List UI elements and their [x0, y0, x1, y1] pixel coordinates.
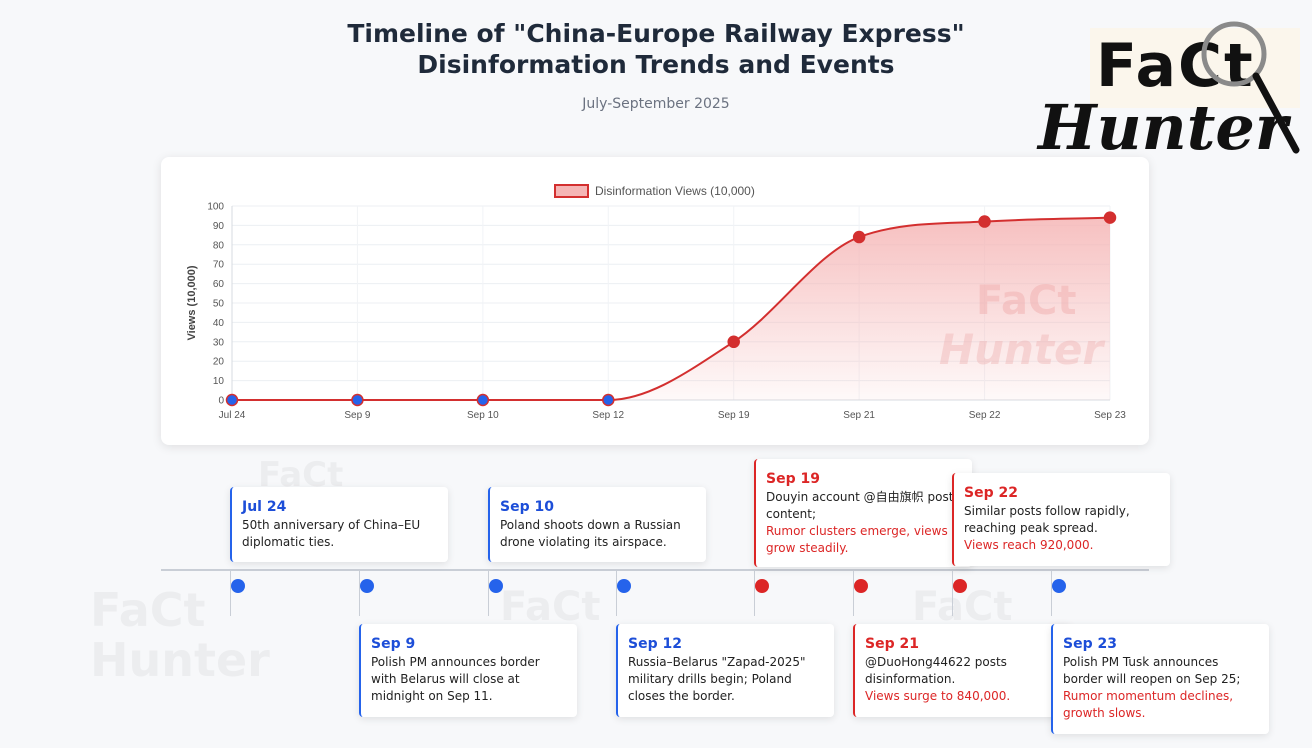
timeline-dot — [953, 579, 967, 593]
data-point — [225, 393, 239, 407]
fact-hunter-logo: FaCt Hunter — [1036, 14, 1300, 172]
event-description: @DuoHong44622 posts disinformation. — [865, 655, 1007, 686]
timeline-event-card: Sep 23 Polish PM Tusk announces border wi… — [1051, 624, 1269, 734]
event-date: Sep 10 — [500, 499, 554, 515]
data-point — [1103, 211, 1117, 224]
event-description: Polish PM announces border with Belarus … — [371, 655, 540, 703]
data-point — [351, 393, 364, 407]
timeline-dot — [360, 579, 374, 593]
event-date: Sep 21 — [865, 636, 919, 652]
timeline-event-card: Sep 21 @DuoHong44622 posts disinformation… — [853, 624, 1071, 717]
x-tick-label: Sep 19 — [718, 410, 750, 421]
timeline-connector — [230, 571, 231, 616]
event-description: 50th anniversary of China–EU diplomatic … — [242, 518, 421, 549]
bg-watermark: FaCt Hunter — [90, 583, 270, 687]
data-point — [852, 230, 866, 244]
x-tick-label: Sep 21 — [843, 410, 875, 421]
x-tick-label: Sep 12 — [592, 410, 624, 421]
timeline-connector — [488, 571, 489, 616]
timeline-connector — [1051, 571, 1052, 616]
series-line — [232, 216, 1111, 402]
timeline-axis — [161, 569, 1149, 571]
logo-hunter-text: Hunter — [1038, 91, 1288, 164]
legend-swatch — [554, 184, 589, 198]
timeline-connector — [853, 571, 854, 616]
logo-fact-text: FaCt — [1096, 31, 1255, 101]
y-tick-label: 90 — [213, 221, 225, 232]
y-tick-label: 50 — [213, 299, 225, 310]
event-date: Sep 23 — [1063, 636, 1117, 652]
x-tick-label: Sep 9 — [344, 410, 371, 421]
y-tick-label: 60 — [213, 279, 225, 290]
timeline-connector — [616, 571, 617, 616]
x-tick-label: Sep 22 — [969, 410, 1001, 421]
event-date: Jul 24 — [242, 499, 287, 515]
event-note: Views reach 920,000. — [964, 538, 1094, 552]
event-description: Poland shoots down a Russian drone viola… — [500, 518, 681, 549]
chart-card: 0 10 20 30 40 50 60 70 80 90 100 Jul 24 Sep 9 Sep 10 S… — [161, 157, 1149, 445]
views-line-chart: 0 10 20 30 40 50 60 70 80 90 100 Jul 24 Sep 9 Sep 10 S… — [186, 184, 1126, 421]
timeline-connector — [359, 571, 360, 616]
data-point — [978, 215, 991, 228]
timeline-event-card: Sep 10 Poland shoots down a Russian drone… — [488, 487, 706, 562]
event-date: Sep 22 — [964, 485, 1018, 501]
page-title: Timeline of "China-Europe Railway Expres… — [347, 19, 965, 79]
page-subtitle: July-September 2025 — [582, 96, 730, 112]
timeline-dot — [489, 579, 503, 593]
y-tick-label: 80 — [213, 240, 225, 251]
event-date: Sep 19 — [766, 471, 820, 487]
timeline-connector — [952, 571, 953, 616]
event-date: Sep 12 — [628, 636, 682, 652]
timeline-event-card: Sep 12 Russia–Belarus "Zapad-2025" milita… — [616, 624, 834, 717]
series-area — [232, 217, 1110, 400]
bg-watermark: FaCt — [500, 584, 601, 630]
x-tick-label: Jul 24 — [219, 410, 246, 421]
timeline-dot — [617, 579, 631, 593]
timeline-event-card: Sep 22 Similar posts follow rapidly, reac… — [952, 473, 1170, 566]
timeline-connector — [754, 571, 755, 616]
event-description: Polish PM Tusk announces border will reo… — [1063, 655, 1241, 686]
timeline-dot — [1052, 579, 1066, 593]
data-point — [476, 393, 490, 407]
y-tick-label: 30 — [213, 337, 225, 348]
y-tick-label: 0 — [218, 396, 224, 407]
x-tick-label: Sep 23 — [1094, 410, 1126, 421]
data-point — [602, 393, 615, 407]
magnifier-icon — [1201, 21, 1300, 154]
y-tick-label: 100 — [207, 202, 224, 213]
timeline-event-card: Sep 9 Polish PM announces border with Bel… — [359, 624, 577, 717]
y-tick-label: 10 — [213, 376, 225, 387]
data-point — [727, 335, 740, 349]
event-description: Similar posts follow rapidly, reaching p… — [964, 504, 1130, 535]
event-description: Douyin account @自由旗帜 posts content; — [766, 490, 960, 521]
timeline-dot — [755, 579, 769, 593]
timeline-event-card: Jul 24 50th anniversary of China–EU diplo… — [230, 487, 448, 562]
y-axis-title: Views (10,000) — [186, 265, 198, 340]
timeline-event-card: Sep 19 Douyin account @自由旗帜 posts content… — [754, 459, 972, 567]
event-note: Views surge to 840,000. — [865, 689, 1011, 703]
y-tick-label: 40 — [213, 318, 225, 329]
event-note: Rumor clusters emerge, views grow steadi… — [766, 524, 948, 555]
timeline-dot — [231, 579, 245, 593]
timeline-dot — [854, 579, 868, 593]
event-description: Russia–Belarus "Zapad-2025" military dri… — [628, 655, 806, 703]
y-tick-label: 70 — [213, 260, 225, 271]
x-tick-label: Sep 10 — [467, 410, 499, 421]
event-date: Sep 9 — [371, 636, 416, 652]
legend-label: Disinformation Views (10,000) — [595, 184, 755, 198]
y-tick-label: 20 — [213, 357, 225, 368]
event-note: Rumor momentum declines, growth slows. — [1063, 689, 1234, 720]
